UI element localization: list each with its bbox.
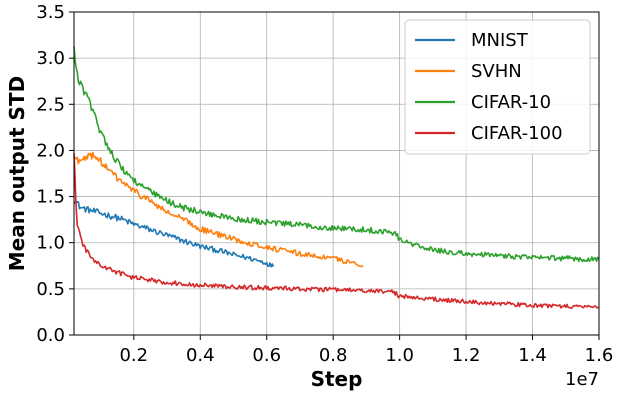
legend-entry-label: CIFAR-100 [471,123,563,144]
series-line-cifar-100 [73,153,600,309]
legend-entry-label: CIFAR-10 [471,92,551,113]
x-tick-label: 0.6 [252,345,281,366]
y-tick-label: 2.0 [36,140,65,161]
y-tick-label: 1.0 [36,233,65,254]
axis-ticks: 0.2 0.4 0.6 0.8 1.0 1.2 1.4 1.6 0.0 0.5 1.0 1.5 2.0 2… [36,2,613,366]
series-line-svhn [73,151,364,268]
y-tick-label: 0.0 [36,325,65,346]
legend-entry-label: MNIST [471,30,529,51]
x-tick-label: 1.6 [585,345,614,366]
y-tick-label: 1.5 [36,187,65,208]
x-axis-scale-offset: 1e7 [565,369,599,390]
y-axis-label: Mean output STD [5,76,29,271]
y-tick-label: 2.5 [36,94,65,115]
x-tick-label: 0.4 [186,345,215,366]
x-tick-label: 0.8 [319,345,348,366]
legend: MNIST SVHN CIFAR-10 CIFAR-100 [404,19,591,155]
legend-box [404,19,591,155]
y-tick-label: 0.5 [36,279,65,300]
x-axis-label: Step [311,367,363,391]
series-lines [73,46,600,309]
x-tick-label: 0.2 [119,345,148,366]
x-tick-label: 1.0 [385,345,414,366]
series-line-cifar-10 [73,46,600,263]
y-tick-label: 3.0 [36,48,65,69]
series-line-mnist [73,200,275,268]
x-tick-label: 1.2 [452,345,481,366]
plot-frame [73,11,600,336]
legend-entry-label: SVHN [471,61,522,82]
x-tick-label: 1.4 [518,345,547,366]
y-tick-label: 3.5 [36,2,65,23]
